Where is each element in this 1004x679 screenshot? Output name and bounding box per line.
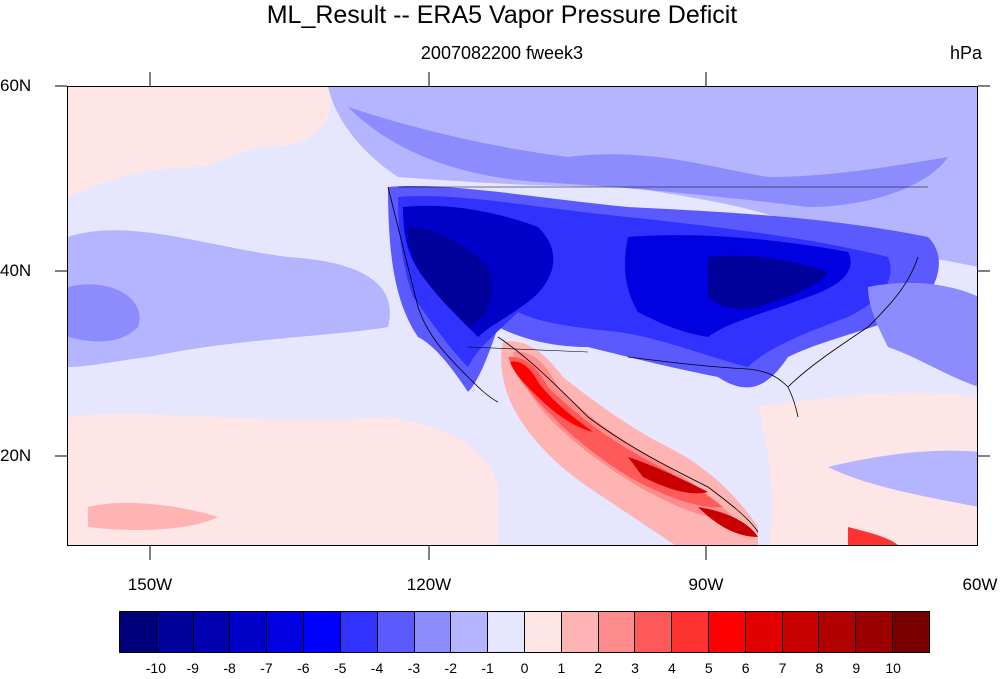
colorbar-label: 9: [852, 660, 861, 676]
field-pacific-south-positive-2: [88, 502, 218, 530]
field-pacific-band: [68, 230, 390, 367]
lat-label-40n: 40N: [0, 261, 32, 280]
colorbar-label: 3: [631, 660, 639, 676]
colorbar-label: -7: [260, 660, 273, 676]
colorbar-box: [120, 612, 157, 652]
colorbar-box: [267, 612, 305, 652]
lon-label-150w: 150W: [127, 575, 173, 594]
colorbar-box: [451, 612, 489, 652]
lat-label-20n: 20N: [0, 446, 32, 465]
colorbar-box: [598, 612, 636, 652]
coastline-gulf: [627, 356, 799, 418]
field-canada-negative-2: [348, 107, 948, 207]
colorbar-label: 0: [520, 660, 529, 676]
colorbar-box: [156, 612, 194, 652]
lat-label-60n: 60N: [0, 76, 32, 95]
lon-label-60w: 60W: [962, 575, 998, 594]
colorbar-label: 4: [668, 660, 676, 676]
colorbar-label: -3: [407, 660, 421, 676]
colorbar-label: 2: [594, 660, 603, 676]
colorbar-box: [635, 612, 673, 652]
colorbar-box: [745, 612, 783, 652]
colorbar-label: 8: [815, 660, 824, 676]
field-caribbean-negative: [828, 450, 977, 507]
colorbar-box: [856, 612, 894, 652]
colorbar-label: -9: [186, 660, 199, 676]
field-us-west-strongest: [408, 227, 492, 327]
colorbar-box: [893, 612, 929, 652]
field-centralam-positive: [698, 507, 758, 537]
field-atlantic-negative: [868, 282, 977, 387]
colorbar-label: 10: [885, 660, 901, 676]
colorbar-box: [414, 612, 452, 652]
field-mexico-positive-4: [510, 361, 593, 432]
colorbar-box: [488, 612, 525, 652]
colorbar-box: [782, 612, 820, 652]
colorbar-box: [524, 612, 562, 652]
units-label: hPa: [949, 43, 982, 63]
colorbar: [119, 611, 930, 653]
chart-subtitle: 2007082200 fweek3: [420, 43, 584, 63]
colorbar-box: [561, 612, 599, 652]
field-southcaribbean-positive: [848, 527, 898, 545]
coastline-east: [787, 256, 919, 388]
colorbar-box: [709, 612, 746, 652]
border-us-mexico: [467, 346, 589, 353]
colorbar-box: [672, 612, 709, 652]
colorbar-label: -1: [481, 660, 494, 676]
field-pacific-band-2: [68, 284, 140, 342]
coastline-west: [387, 186, 499, 403]
colorbar-label: -5: [333, 660, 347, 676]
colorbar-label: -4: [370, 660, 384, 676]
colorbar-box: [819, 612, 857, 652]
colorbar-label: 6: [741, 660, 750, 676]
lon-label-90w: 90W: [688, 575, 724, 594]
colorbar-label: 5: [704, 660, 713, 676]
field-mexico-positive-5: [628, 457, 708, 494]
colorbar-label: 7: [778, 660, 787, 676]
colorbar-box: [304, 612, 341, 652]
field-pacific-north-positive: [68, 87, 331, 197]
colorbar-box: [230, 612, 268, 652]
field-us-east-strongest: [708, 255, 828, 309]
colorbar-box: [193, 612, 231, 652]
colorbar-label: -10: [145, 660, 166, 676]
colorbar-label: -8: [223, 660, 236, 676]
lon-label-120w: 120W: [406, 575, 452, 594]
map-plot: [67, 86, 978, 546]
coastline-mexico: [497, 336, 759, 533]
colorbar-box: [377, 612, 415, 652]
colorbar-label: 1: [557, 660, 566, 676]
chart-title: ML_Result -- ERA5 Vapor Pressure Deficit: [266, 1, 738, 29]
colorbar-label: -2: [444, 660, 457, 676]
colorbar-label: -6: [297, 660, 310, 676]
field-mexico-positive-2: [513, 351, 733, 518]
colorbar-box: [340, 612, 378, 652]
vpd-field: [68, 87, 977, 545]
